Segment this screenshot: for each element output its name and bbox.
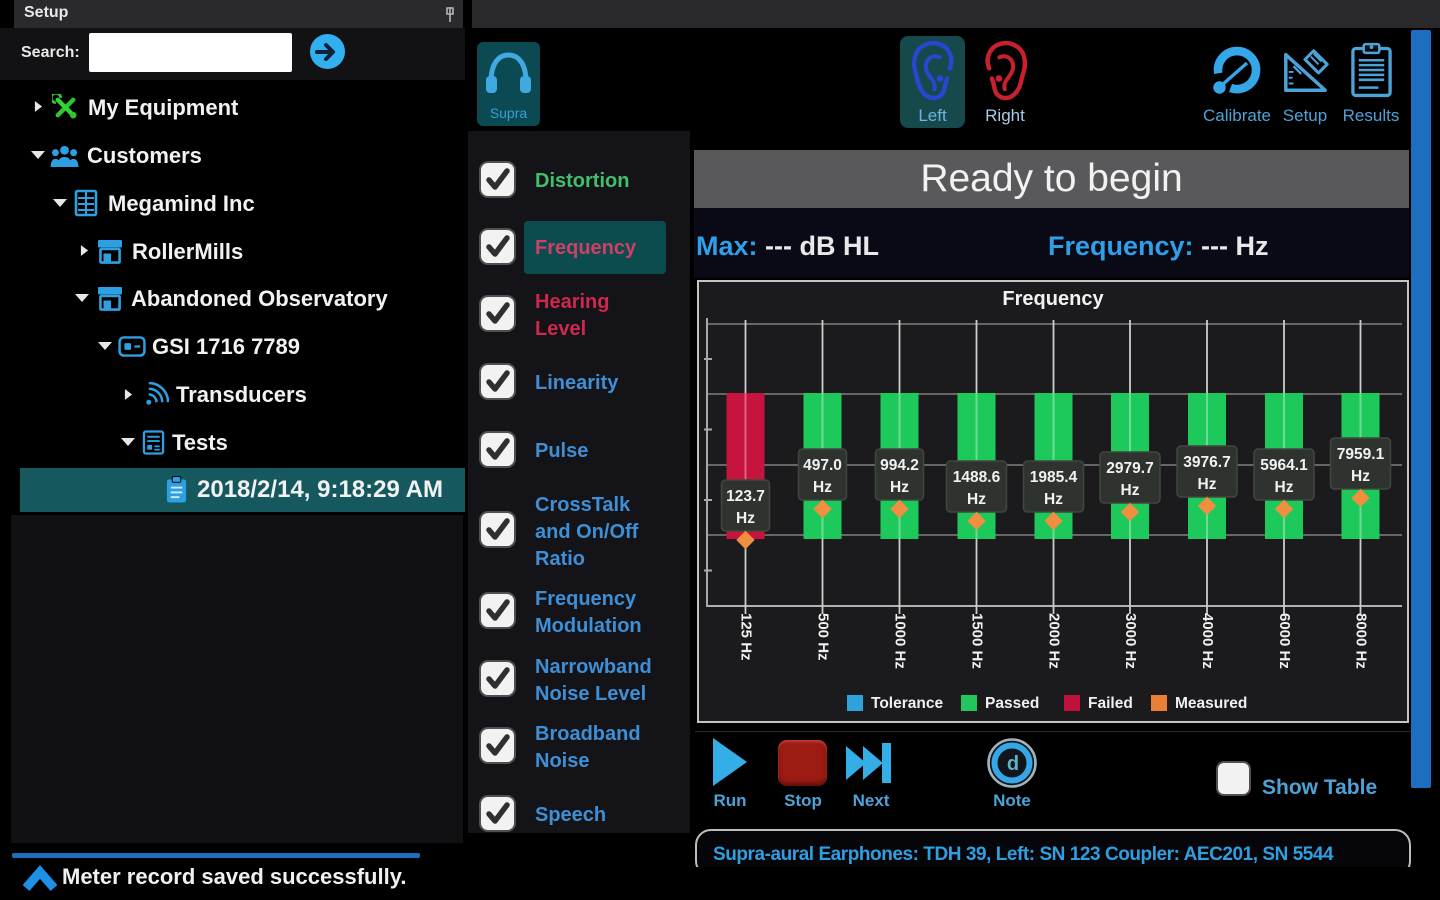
svg-text:Failed: Failed (1088, 695, 1133, 712)
svg-text:Hz: Hz (1198, 476, 1217, 493)
svg-text:1985.4: 1985.4 (1030, 469, 1078, 486)
svg-text:500 Hz: 500 Hz (815, 613, 832, 661)
svg-text:8000 Hz: 8000 Hz (1353, 613, 1370, 669)
svg-text:Hz: Hz (1351, 468, 1370, 485)
svg-text:d: d (1007, 753, 1019, 775)
svg-text:4000 Hz: 4000 Hz (1199, 613, 1216, 669)
svg-text:125 Hz: 125 Hz (738, 613, 755, 661)
svg-text:994.2: 994.2 (880, 457, 919, 474)
svg-text:2000 Hz: 2000 Hz (1046, 613, 1063, 669)
svg-text:1500 Hz: 1500 Hz (969, 613, 986, 669)
svg-text:Hz: Hz (813, 479, 832, 496)
svg-text:Hz: Hz (1044, 491, 1063, 508)
svg-text:3976.7: 3976.7 (1183, 454, 1230, 471)
svg-text:Tolerance: Tolerance (871, 695, 943, 712)
svg-text:7959.1: 7959.1 (1337, 446, 1385, 463)
svg-text:Hz: Hz (1121, 482, 1140, 499)
svg-text:6000 Hz: 6000 Hz (1276, 613, 1293, 669)
svg-text:Hz: Hz (890, 479, 909, 496)
svg-text:Hz: Hz (967, 491, 986, 508)
svg-text:2979.7: 2979.7 (1106, 460, 1153, 477)
svg-text:1488.6: 1488.6 (953, 469, 1001, 486)
svg-text:Hz: Hz (736, 510, 755, 527)
svg-text:3000 Hz: 3000 Hz (1122, 613, 1139, 669)
svg-text:Measured: Measured (1175, 695, 1247, 712)
svg-text:1000 Hz: 1000 Hz (892, 613, 909, 669)
svg-text:Passed: Passed (985, 695, 1039, 712)
svg-text:123.7: 123.7 (726, 488, 765, 505)
svg-text:497.0: 497.0 (803, 457, 842, 474)
svg-text:5964.1: 5964.1 (1260, 457, 1308, 474)
svg-text:Hz: Hz (1275, 479, 1294, 496)
